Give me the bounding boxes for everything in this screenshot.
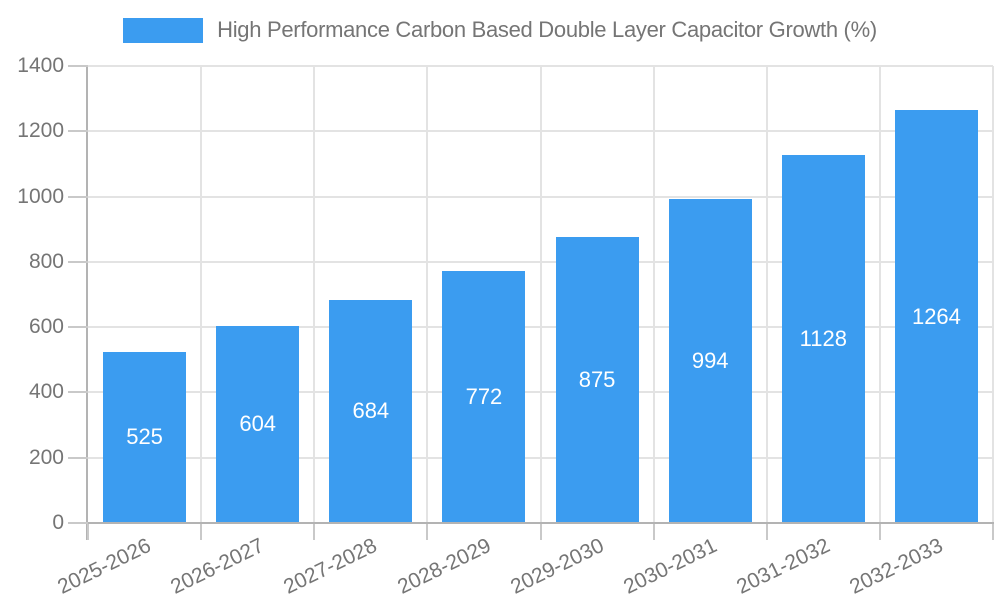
bar-value-label: 1128 [799, 325, 847, 351]
y-axis-tick-label: 1200 [17, 119, 64, 143]
x-tick [426, 524, 429, 540]
bar: 994 [668, 198, 752, 523]
v-gridline [878, 66, 881, 523]
bar-value-label: 1264 [911, 303, 961, 329]
x-tick [313, 524, 316, 540]
x-tick [878, 524, 881, 540]
y-axis-line [86, 66, 88, 540]
bar: 525 [103, 351, 187, 523]
bar-value-label: 994 [691, 347, 729, 373]
x-axis-tick-label: 2030-2031 [619, 534, 721, 599]
y-axis-tick-label: 800 [28, 249, 64, 273]
v-gridline [426, 66, 429, 523]
y-axis-tick-label: 600 [28, 315, 64, 339]
y-axis-tick-label: 400 [28, 380, 64, 404]
v-gridline [313, 66, 316, 523]
y-axis-tick-label: 0 [52, 511, 64, 534]
x-axis-tick-label: 2031-2032 [733, 534, 834, 599]
bar-value-label: 684 [352, 398, 390, 424]
y-tick [68, 391, 88, 394]
y-tick [68, 195, 88, 198]
bar-value-label: 525 [126, 424, 163, 450]
chart-legend: High Performance Carbon Based Double Lay… [0, 14, 1000, 46]
x-axis-tick-label: 2032-2033 [846, 534, 947, 599]
x-tick [652, 524, 655, 540]
v-gridline [992, 66, 994, 523]
y-tick [68, 65, 88, 67]
y-tick [68, 130, 88, 133]
x-axis-tick-label: 2028-2029 [393, 534, 495, 599]
legend-label: High Performance Carbon Based Double Lay… [217, 17, 877, 42]
bar: 1264 [894, 110, 978, 523]
bar-value-label: 875 [578, 367, 616, 393]
legend-swatch [123, 17, 204, 43]
v-gridline [652, 66, 655, 523]
x-axis-tick-label: 2025-2026 [54, 534, 155, 599]
x-axis-tick-label: 2027-2028 [280, 534, 381, 599]
y-axis-tick-label: 200 [28, 445, 64, 469]
y-axis-tick-label: 1400 [17, 54, 64, 77]
x-axis-tick-label: 2029-2030 [506, 534, 608, 599]
x-tick [87, 524, 89, 540]
x-tick [200, 524, 203, 540]
bar: 604 [216, 325, 300, 523]
x-tick [765, 524, 768, 540]
y-tick [68, 326, 88, 329]
plot-area: 525 604 684 772 875 994 1128 1264 [88, 65, 994, 523]
x-axis-tick-label: 2026-2027 [167, 534, 268, 599]
bar-value-label: 772 [465, 384, 503, 409]
bar: 684 [329, 299, 413, 523]
x-axis-line [86, 522, 994, 524]
bar: 772 [442, 271, 526, 523]
y-tick [68, 456, 88, 459]
bar: 1128 [781, 154, 865, 523]
v-gridline [765, 66, 768, 523]
v-gridline [539, 66, 542, 523]
bar-value-label: 604 [239, 411, 277, 437]
x-tick [992, 524, 994, 540]
y-tick [68, 522, 88, 524]
x-tick [539, 524, 542, 540]
y-axis-tick-label: 1000 [17, 184, 64, 208]
bar: 875 [555, 237, 639, 523]
v-gridline [200, 66, 203, 523]
y-tick [68, 260, 88, 263]
